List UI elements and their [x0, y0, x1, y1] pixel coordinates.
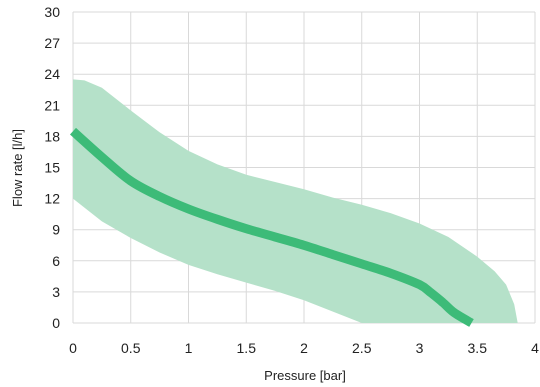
- y-tick-label: 12: [44, 191, 60, 207]
- x-tick-label: 0.5: [121, 340, 141, 356]
- y-tick-label: 3: [52, 284, 60, 300]
- x-tick-label: 2.5: [352, 340, 372, 356]
- x-tick-label: 3: [416, 340, 424, 356]
- y-tick-label: 0: [52, 315, 60, 331]
- x-axis-ticks: 0 0.5 1 1.5 2 2.5 3 3.5 4: [69, 340, 539, 356]
- y-tick-label: 18: [44, 128, 60, 144]
- y-tick-label: 30: [44, 4, 60, 20]
- y-tick-label: 21: [44, 97, 60, 113]
- x-tick-label: 1.5: [237, 340, 257, 356]
- flow-curve-line: [69, 127, 474, 327]
- x-tick-label: 2: [300, 340, 308, 356]
- x-axis-label: Pressure [bar]: [264, 368, 346, 383]
- y-tick-label: 6: [52, 253, 60, 269]
- x-tick-label: 0: [69, 340, 77, 356]
- y-axis-ticks: 0 3 6 9 12 15 18 21 24 27 30: [44, 4, 60, 331]
- x-tick-label: 3.5: [468, 340, 488, 356]
- x-tick-label: 4: [531, 340, 539, 356]
- tolerance-band: [73, 79, 518, 324]
- y-tick-label: 9: [52, 222, 60, 238]
- y-axis-label: Flow rate [l/h]: [10, 129, 25, 207]
- y-tick-label: 15: [44, 160, 60, 176]
- y-tick-label: 27: [44, 35, 60, 51]
- x-tick-label: 1: [185, 340, 193, 356]
- y-tick-label: 24: [44, 66, 60, 82]
